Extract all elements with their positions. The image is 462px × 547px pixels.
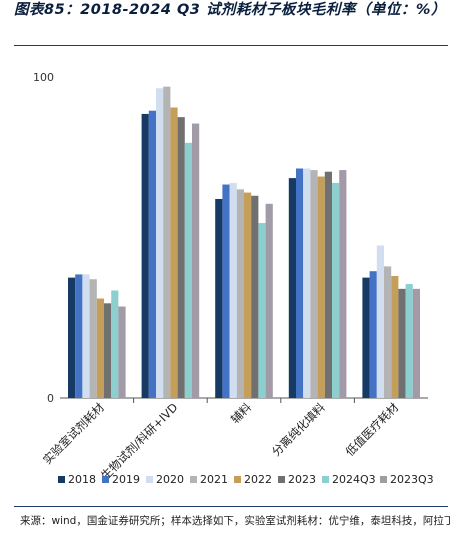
chart-title: 图表85：2018-2024 Q3 试剂耗材子板块毛利率（单位：%） — [14, 2, 446, 18]
bar-2019-4 — [369, 271, 377, 398]
bar-2021-2 — [236, 189, 244, 398]
category-label: 低值医疗耗材 — [343, 400, 402, 459]
bar-2018-1 — [141, 113, 149, 399]
bar-2020-3 — [303, 168, 311, 398]
bar-2023Q3-3 — [339, 170, 347, 398]
bar-2023-4 — [398, 288, 406, 398]
bar-2023-1 — [177, 117, 185, 399]
legend-swatch — [234, 476, 241, 483]
legend-swatch — [278, 476, 285, 483]
bar-2019-0 — [75, 274, 83, 398]
legend-swatch — [380, 476, 387, 483]
bar-2018-2 — [215, 198, 223, 398]
source-note: 来源：wind，国金证券研究所；样本选择如下，实验室试剂耗材：优宁维，泰坦科技，… — [20, 515, 450, 527]
bar-2022-0 — [96, 298, 104, 398]
category-label: 辅料 — [228, 400, 255, 427]
legend-label: 2018 — [68, 473, 96, 486]
bar-2018-4 — [362, 277, 370, 399]
bar-2020-0 — [82, 274, 90, 398]
bar-2019-3 — [296, 168, 304, 398]
bar-2018-3 — [288, 178, 296, 398]
legend-label: 2022 — [244, 473, 272, 486]
bar-2024Q3-3 — [332, 182, 340, 398]
legend-label: 2024Q3 — [332, 473, 376, 486]
bar-2020-1 — [156, 88, 164, 399]
bar-2021-4 — [384, 266, 392, 398]
bar-2024Q3-0 — [111, 290, 119, 398]
bar-2024Q3-4 — [405, 284, 413, 398]
bar-2021-1 — [163, 86, 171, 398]
category-label: 分离纯化填料 — [269, 400, 328, 459]
y-tick-label: 0 — [47, 392, 54, 405]
bar-2024Q3-1 — [184, 142, 192, 398]
bar-2023Q3-0 — [118, 306, 126, 398]
legend-swatch — [102, 476, 109, 483]
legend-swatch — [322, 476, 329, 483]
legend-swatch — [146, 476, 153, 483]
bar-2023Q3-4 — [412, 288, 420, 398]
bar-2023Q3-2 — [265, 203, 273, 398]
source-rule — [14, 506, 448, 507]
legend-label: 2021 — [200, 473, 228, 486]
bar-2022-4 — [391, 276, 399, 398]
bar-2020-2 — [229, 182, 237, 398]
bar-2021-3 — [310, 170, 318, 398]
chart-bars — [68, 86, 420, 399]
bar-2024Q3-2 — [258, 223, 266, 398]
bar-2023-3 — [324, 171, 332, 398]
bar-2023-2 — [251, 195, 259, 398]
bar-2020-4 — [376, 245, 384, 398]
title-rule — [14, 45, 448, 46]
bar-2023Q3-1 — [192, 123, 200, 399]
legend-label: 2019 — [112, 473, 140, 486]
category-label: 生物试剂/科研+IVD — [98, 400, 181, 483]
legend-label: 2020 — [156, 473, 184, 486]
legend-label: 2023 — [288, 473, 316, 486]
legend-swatch — [190, 476, 197, 483]
bar-2023-0 — [104, 303, 112, 398]
legend-label: 2023Q3 — [390, 473, 434, 486]
bar-2021-0 — [89, 279, 97, 398]
y-tick-label: 100 — [33, 71, 54, 84]
bar-2018-0 — [68, 277, 76, 399]
bar-2022-1 — [170, 107, 178, 398]
category-label: 实验室试剂耗材 — [40, 400, 107, 467]
bar-2022-2 — [244, 192, 252, 398]
bar-2019-2 — [222, 184, 230, 398]
bar-2022-3 — [317, 176, 325, 398]
bar-2019-1 — [148, 110, 156, 398]
chart-legend: 2018 2019 2020 2021 2022 2023 2024Q3 2023Q3 — [58, 473, 434, 486]
legend-swatch — [58, 476, 65, 483]
